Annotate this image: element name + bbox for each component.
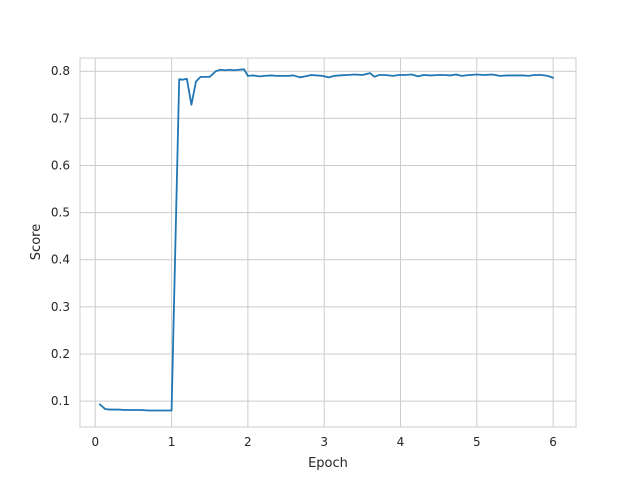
x-tick-label: 4: [397, 435, 405, 449]
x-tick-label: 1: [168, 435, 176, 449]
y-tick-label: 0.7: [51, 111, 70, 125]
x-axis-label: Epoch: [308, 456, 348, 471]
plot-area: [79, 57, 577, 428]
x-tick-label: 5: [473, 435, 481, 449]
x-tick-label: 3: [320, 435, 328, 449]
y-axis-label: Score: [29, 224, 44, 260]
y-tick-label: 0.4: [51, 253, 70, 267]
y-tick-label: 0.8: [51, 64, 70, 78]
y-tick-label: 0.3: [51, 300, 70, 314]
x-axis-ticks: 0 1 2 3 4 5 6: [91, 435, 556, 449]
x-tick-label: 6: [549, 435, 557, 449]
y-axis-ticks: 0.1 0.2 0.3 0.4 0.5 0.6 0.7 0.8: [51, 64, 70, 408]
y-tick-label: 0.2: [51, 347, 70, 361]
series-group: [98, 68, 555, 412]
x-tick-label: 2: [244, 435, 252, 449]
y-tick-label: 0.5: [51, 206, 70, 220]
y-tick-label: 0.1: [51, 394, 70, 408]
grid: [80, 58, 576, 427]
series-line: [98, 68, 555, 412]
x-tick-label: 0: [91, 435, 99, 449]
y-tick-label: 0.6: [51, 158, 70, 172]
